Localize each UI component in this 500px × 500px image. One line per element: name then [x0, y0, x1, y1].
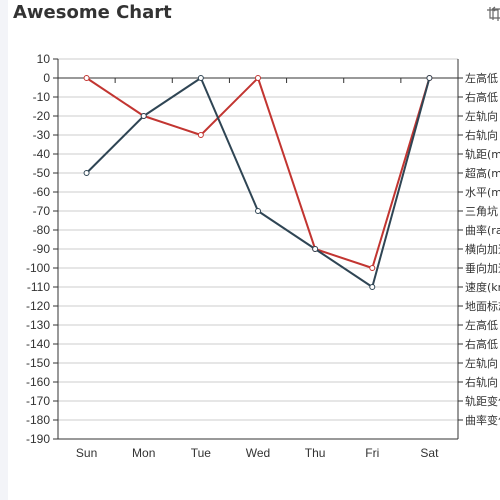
y-tick-label: -140	[26, 337, 50, 351]
legend-item: 速度(km/h)	[465, 280, 500, 294]
legend-item: 左轨向	[465, 356, 498, 370]
y-tick-label: -180	[26, 413, 50, 427]
legend-item: 横向加速度	[465, 242, 500, 256]
data-point	[83, 170, 90, 176]
legend-item: 右高低	[465, 90, 498, 104]
legend-item: 左高低	[465, 318, 498, 332]
data-point	[255, 208, 261, 214]
y-tick-label: -170	[26, 394, 50, 408]
data-point	[197, 75, 204, 81]
x-tick-label: Thu	[305, 446, 326, 460]
y-tick-label: -80	[33, 223, 51, 237]
y-tick-label: -120	[26, 299, 50, 313]
legend-item: 左轨向	[465, 109, 498, 123]
legend-item: 轨距变化率	[465, 394, 500, 408]
legend-item: 水平(mm)	[465, 186, 500, 199]
y-tick-label: -60	[33, 185, 51, 199]
legend-item: 右轨向	[465, 375, 498, 389]
legend: 左高低右高低左轨向右轨向轨距(mm)超高(mm)水平(mm)三角坑曲率(rad)…	[458, 71, 500, 427]
y-axis: 10 0 -10 -20 -30 -40 -50 -60 -70 -80 -90 -100 -110 -1…	[26, 52, 459, 446]
y-tick-label: -190	[26, 432, 50, 446]
y-tick-label: -70	[33, 204, 51, 218]
legend-item: 超高(mm)	[465, 166, 500, 180]
x-tick-label: Fri	[365, 446, 379, 460]
x-tick-label: Wed	[246, 446, 270, 460]
chart-title: Awesome Chart	[13, 2, 172, 23]
y-tick-label: 10	[37, 52, 51, 66]
data-point	[426, 75, 433, 81]
restore-icon[interactable]	[488, 6, 500, 22]
data-point	[369, 265, 376, 271]
y-tick-label: 0	[43, 71, 50, 85]
legend-item: 右轨向	[465, 128, 498, 142]
y-tick-label: -10	[33, 90, 51, 104]
data-point	[312, 246, 319, 252]
legend-item: 地面标志	[465, 299, 500, 313]
data-point	[369, 284, 376, 290]
x-tick-label: Tue	[191, 446, 212, 460]
y-tick-label: -50	[33, 166, 51, 180]
x-tick-label: Sun	[76, 446, 97, 460]
x-tick-label: Mon	[132, 446, 155, 460]
legend-item: 左高低	[465, 71, 498, 85]
y-tick-label: -110	[27, 280, 50, 294]
y-tick-label: -130	[26, 318, 50, 332]
series-line	[85, 77, 431, 288]
y-tick-label: -20	[33, 109, 51, 123]
data-point	[255, 75, 261, 81]
grid-lines	[58, 58, 458, 421]
y-tick-label: -100	[26, 261, 50, 275]
legend-item: 曲率变化率	[465, 413, 500, 427]
y-tick-label: -150	[26, 356, 50, 370]
x-tick-label: Sat	[420, 446, 439, 460]
data-point	[83, 75, 90, 81]
y-tick-label: -30	[33, 128, 51, 142]
legend-item: 三角坑	[465, 204, 498, 218]
legend-item: 轨距(mm)	[465, 147, 500, 161]
data-point	[140, 113, 147, 119]
series-2	[83, 75, 433, 290]
y-tick-label: -160	[26, 375, 50, 389]
y-tick-label: -40	[33, 147, 51, 161]
y-tick-label: -90	[33, 242, 51, 256]
legend-item: 右高低	[465, 337, 498, 351]
legend-item: 曲率(rad)	[465, 223, 500, 237]
crop-icon[interactable]	[486, 6, 500, 22]
data-point	[197, 132, 204, 138]
